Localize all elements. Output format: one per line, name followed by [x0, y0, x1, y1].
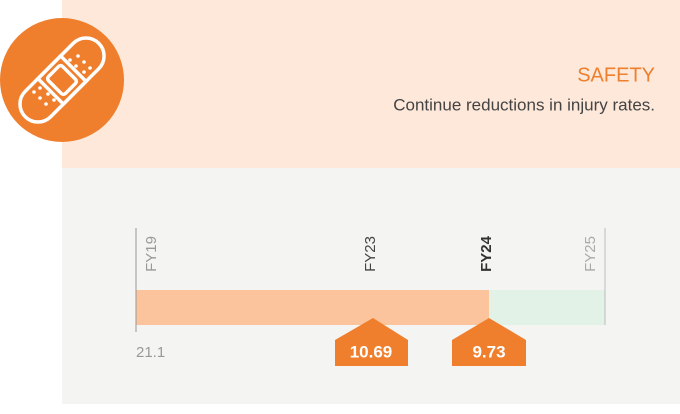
- subtitle: Continue reductions in injury rates.: [393, 95, 655, 114]
- fy-label: FY23: [362, 236, 379, 272]
- marker-value: 9.73: [472, 342, 505, 361]
- fy-label: FY24: [478, 235, 495, 272]
- remaining-bar: [489, 290, 605, 325]
- baseline-value: 21.1: [136, 344, 165, 361]
- fy-label: FY25: [582, 236, 599, 272]
- progress-bar: [136, 290, 489, 325]
- fy-label: FY19: [143, 236, 160, 272]
- header-panel: [62, 0, 680, 168]
- safety-icon: [0, 18, 124, 142]
- title: SAFETY: [577, 64, 655, 86]
- marker-badge: [452, 318, 526, 366]
- timeline-panel: [62, 168, 680, 404]
- marker-value: 10.69: [350, 342, 393, 361]
- marker-badge: [335, 318, 408, 366]
